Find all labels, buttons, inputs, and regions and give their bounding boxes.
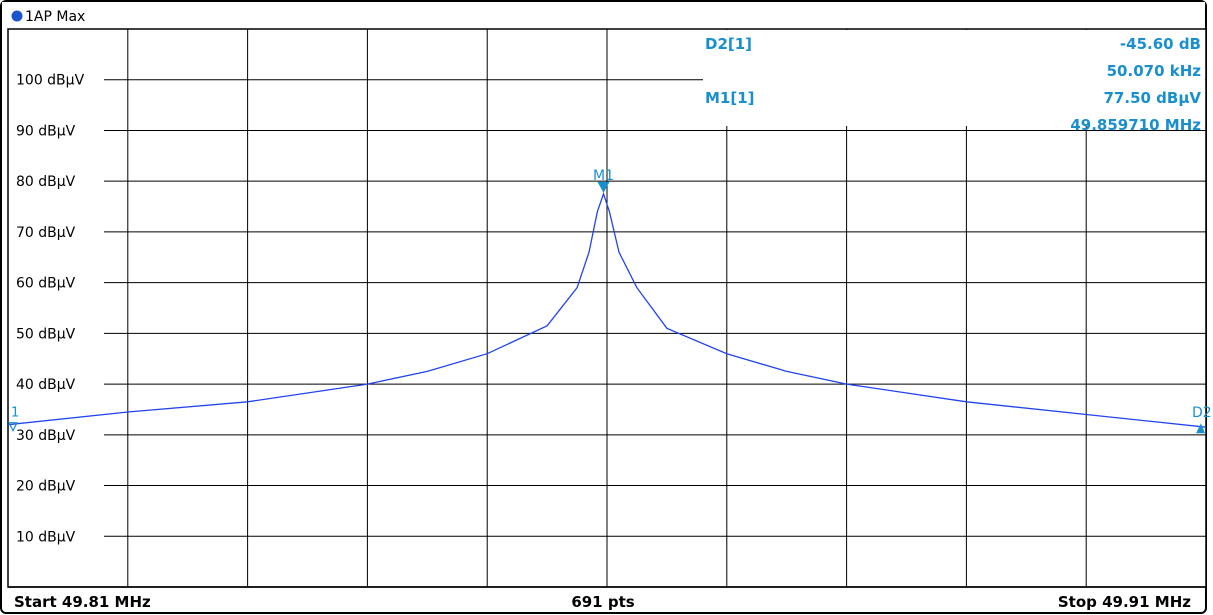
y-tick-label: 40 dBµV <box>16 377 76 393</box>
d2-marker-name: D2[1] <box>705 35 752 53</box>
sweep-points: 691 pts <box>571 593 634 611</box>
y-tick-label: 50 dBµV <box>16 326 76 342</box>
marker-symbols: M1 1 D2 <box>8 168 1212 434</box>
m1-marker-triangle-icon <box>597 181 610 193</box>
d2-marker-tag: D2 <box>1192 405 1212 421</box>
reference-marker-tag: 1 <box>11 406 19 421</box>
d2-marker-level: -45.60 dB <box>1120 35 1201 53</box>
y-tick-label: 60 dBµV <box>16 276 76 292</box>
start-frequency: Start 49.81 MHz <box>14 593 151 611</box>
trace-indicator-icon <box>11 10 23 22</box>
m1-marker-level: 77.50 dBµV <box>1104 89 1202 107</box>
y-tick-label: 20 dBµV <box>16 479 76 495</box>
y-tick-label: 100 dBµV <box>16 73 85 89</box>
d2-marker-freq: 50.070 kHz <box>1107 62 1202 80</box>
marker-info-box <box>703 30 1205 126</box>
trace-line <box>7 191 1207 428</box>
m1-marker-tag: M1 <box>593 168 614 184</box>
y-tick-label: 90 dBµV <box>16 123 76 139</box>
trace-header <box>2 2 1205 29</box>
y-axis-tick-labels: 100 dBµV 90 dBµV 80 dBµV 70 dBµV 60 dBµV 50 d… <box>16 73 85 546</box>
d2-marker-triangle-icon <box>1196 423 1205 434</box>
reference-marker-triangle-icon <box>8 422 18 433</box>
y-tick-label: 80 dBµV <box>16 174 76 190</box>
m1-marker-name: M1[1] <box>705 89 755 107</box>
y-tick-label: 10 dBµV <box>16 529 76 545</box>
stop-frequency: Stop 49.91 MHz <box>1058 593 1191 611</box>
y-tick-label: 70 dBµV <box>16 225 76 241</box>
trace-label: 1AP Max <box>25 9 85 25</box>
y-tick-label: 30 dBµV <box>16 428 76 444</box>
m1-marker-freq: 49.859710 MHz <box>1070 116 1201 134</box>
